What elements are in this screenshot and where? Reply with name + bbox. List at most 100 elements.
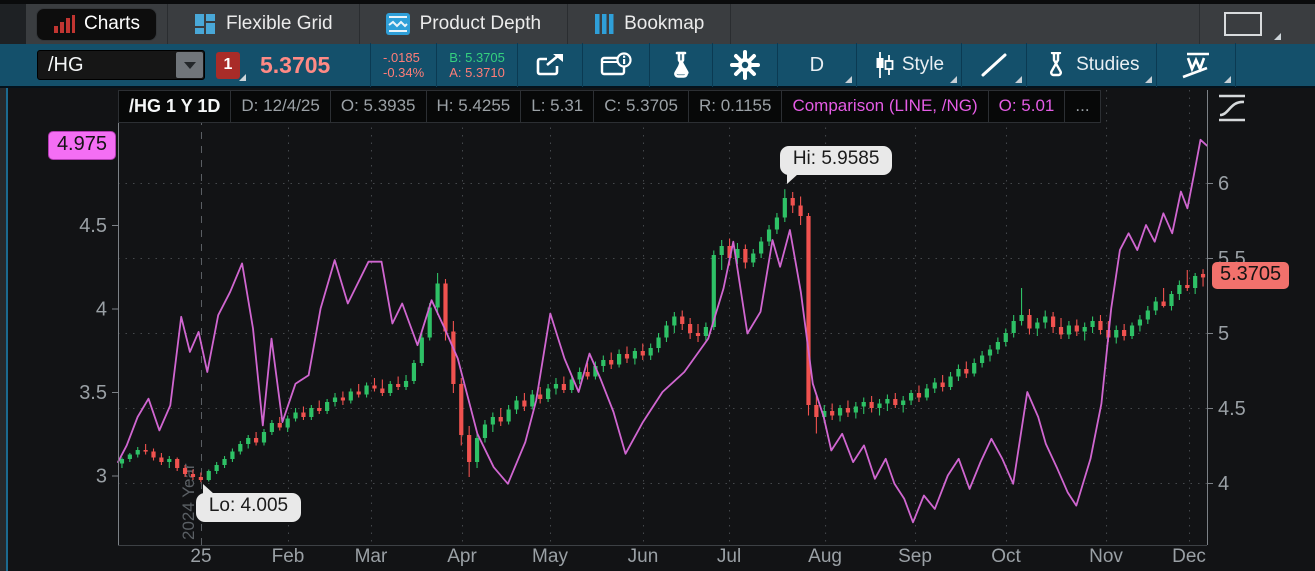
symbol-input[interactable]: /HG	[37, 50, 205, 80]
candle-body	[940, 382, 945, 387]
layout-button[interactable]	[1199, 4, 1285, 44]
studies-button[interactable]: Studies	[1027, 43, 1156, 87]
symbol-value: /HG	[48, 53, 84, 76]
candle-body	[830, 411, 835, 416]
candle-body	[727, 246, 732, 258]
interval-button[interactable]: D	[778, 43, 856, 87]
candle-body	[1161, 301, 1166, 306]
pattern-zigzag-icon	[1183, 52, 1210, 79]
candle-body	[348, 391, 353, 401]
interval-label: D	[809, 53, 825, 76]
candle-body	[648, 348, 653, 356]
chart-toolbar: /HG 1 5.3705 -.0185 -0.34% B: 5.3705 A: …	[0, 43, 1315, 88]
x-axis-label: Sep	[898, 546, 932, 567]
x-axis-label: Oct	[991, 546, 1021, 567]
candle-body	[1185, 285, 1190, 288]
right-axis-label: 5	[1218, 323, 1229, 345]
right-axis-badge: 5.3705	[1212, 262, 1290, 290]
candle-body	[632, 351, 637, 359]
tab-bar-spacer	[731, 4, 1199, 44]
toolbar-separator	[1235, 43, 1237, 87]
gear-icon	[729, 50, 760, 80]
x-axis-label: Nov	[1089, 546, 1123, 567]
candle-body	[403, 381, 409, 387]
candle-body	[127, 454, 132, 459]
candle-body	[766, 229, 772, 242]
candle-body	[119, 459, 125, 464]
chart-region: 25 Feb Mar Apr May Jun Jul Aug Sep Oct Nov Dec 2024 …	[0, 88, 1315, 571]
dropdown-corner-icon	[1145, 76, 1153, 83]
header-high: H: 5.4255	[425, 91, 521, 122]
chart-title: /HG 1 Y 1D	[129, 96, 221, 116]
header-range: R: 0.1155	[687, 91, 781, 122]
candle-body	[735, 249, 740, 258]
change-percent: -0.34%	[383, 65, 425, 80]
depth-wave-icon	[385, 13, 410, 35]
candle-body	[1003, 333, 1008, 342]
candle-body	[1129, 325, 1135, 336]
header-date: D: 12/4/25	[230, 91, 329, 122]
candle-body	[1114, 330, 1119, 338]
candle-body	[175, 459, 180, 468]
style-button[interactable]: Style	[857, 43, 961, 87]
candle-body	[411, 363, 417, 381]
tab-bookmap[interactable]: Bookmap	[568, 4, 732, 44]
candle-body	[419, 337, 424, 363]
tab-product-depth[interactable]: Product Depth	[360, 4, 569, 44]
candle-body	[530, 394, 535, 407]
candle-body	[1177, 285, 1182, 294]
toolbar-separator	[370, 43, 371, 87]
chart-mode-icon[interactable]	[1216, 92, 1248, 124]
share-button[interactable]	[518, 43, 582, 87]
header-more[interactable]: ...	[1064, 91, 1099, 122]
candle-body	[916, 393, 922, 398]
candle-body	[364, 385, 369, 395]
candle-body	[901, 400, 906, 405]
header-low: L: 5.31	[520, 91, 593, 122]
settings-button[interactable]	[713, 43, 777, 87]
candle-body	[277, 423, 282, 428]
candle-body	[1200, 273, 1206, 278]
vertical-bars-icon	[595, 14, 614, 34]
candle-body	[190, 474, 196, 477]
candle-body	[167, 459, 172, 462]
candle-body	[459, 384, 464, 435]
candle-body	[214, 465, 219, 471]
beaker-icon	[1050, 52, 1063, 77]
candle-body	[1019, 315, 1024, 321]
candle-body	[356, 391, 361, 395]
drawing-tools-button[interactable]	[962, 43, 1026, 87]
comparison-open: O: 5.01	[987, 91, 1065, 122]
candle-body	[253, 438, 259, 443]
candle-body	[380, 388, 385, 393]
symbol-dropdown-button[interactable]	[176, 52, 203, 78]
candle-body	[1137, 319, 1143, 326]
tab-label: Flexible Grid	[225, 13, 333, 34]
detach-info-button[interactable]	[583, 43, 649, 87]
toolbar-separator	[436, 43, 438, 87]
dropdown-corner-icon	[239, 73, 246, 81]
window-info-icon	[600, 52, 632, 76]
right-axis-label: 4	[1218, 473, 1229, 495]
candle-body	[814, 405, 819, 417]
candle-body	[482, 424, 488, 438]
candle-body	[616, 354, 622, 365]
alerts-badge[interactable]: 1	[216, 51, 246, 81]
candle-body	[853, 406, 858, 413]
left-axis-badge: 4.975	[47, 130, 116, 160]
tab-label: Bookmap	[624, 13, 705, 34]
tab-flexible-grid[interactable]: Flexible Grid	[168, 4, 360, 44]
candle-body	[972, 363, 977, 374]
comparison-label[interactable]: Comparison (LINE, /NG)	[781, 91, 987, 122]
tab-charts[interactable]: Charts	[26, 4, 168, 44]
candle-body	[435, 283, 440, 308]
x-axis-label: Mar	[355, 546, 388, 567]
patterns-button[interactable]	[1157, 43, 1235, 87]
candle-body	[285, 418, 290, 428]
ask-value: A: 5.3710	[449, 65, 505, 80]
candle-body	[869, 402, 874, 408]
analysis-tools-button[interactable]	[650, 43, 712, 87]
left-axis-label: 3.5	[79, 382, 107, 404]
candle-body	[964, 369, 969, 374]
tab-label: Product Depth	[419, 13, 542, 34]
